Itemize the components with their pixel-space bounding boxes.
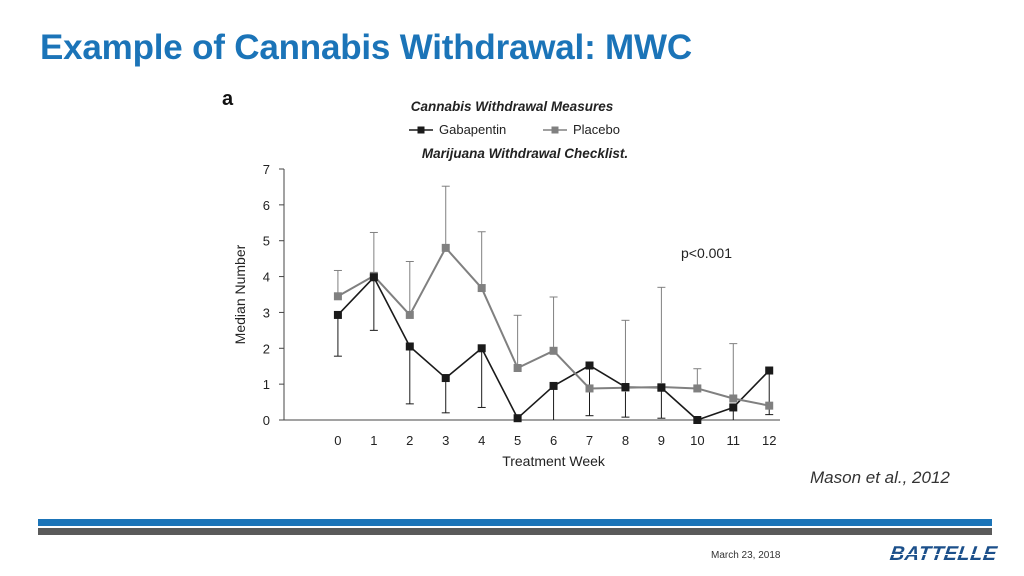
legend-gabapentin-marker [417,126,425,134]
gabapentin-point-week-2 [405,342,414,351]
gabapentin-point-week-9 [657,383,666,392]
battelle-logo: BATTELLE [888,543,999,565]
placebo-point-week-3 [441,243,450,252]
x-tick-label-0: 0 [334,433,341,448]
placebo-point-week-12 [765,401,774,410]
x-tick-label-4: 4 [478,433,485,448]
y-tick-label-7: 7 [263,162,270,177]
withdrawal-chart: Cannabis Withdrawal Measures Gabapentin … [232,99,780,469]
gabapentin-point-week-0 [333,310,342,319]
x-tick-label-5: 5 [514,433,521,448]
gabapentin-point-week-8 [621,383,630,392]
y-tick-label-5: 5 [263,234,270,249]
p-value-annotation: p<0.001 [681,245,732,261]
y-tick-label-4: 4 [263,270,270,285]
placebo-point-week-7 [585,384,594,393]
panel-letter: a [222,88,234,110]
x-tick-label-2: 2 [406,433,413,448]
y-axis-title: Median Number [232,244,248,344]
x-axis-title: Treatment Week [502,453,606,469]
gabapentin-point-week-4 [477,344,486,353]
citation: Mason et al., 2012 [810,468,950,487]
gabapentin-point-week-11 [729,403,738,412]
placebo-point-week-6 [549,346,558,355]
placebo-point-week-4 [477,284,486,293]
chart-title: Cannabis Withdrawal Measures [411,99,614,114]
gabapentin-point-week-7 [585,361,594,370]
placebo-point-week-10 [693,384,702,393]
placebo-point-week-2 [405,310,414,319]
error-bars [333,185,774,420]
gabapentin-point-week-5 [513,414,522,423]
data-markers [333,243,774,424]
legend: Gabapentin Placebo [409,122,620,137]
legend-placebo-marker [551,126,559,134]
gabapentin-point-week-10 [693,416,702,424]
x-tick-label-6: 6 [550,433,557,448]
y-tick-label-1: 1 [263,377,270,392]
x-tick-label-11: 11 [727,433,741,448]
x-tick-label-9: 9 [658,433,665,448]
x-tick-label-10: 10 [690,433,704,448]
x-tick-label-7: 7 [586,433,593,448]
placebo-point-week-0 [333,292,342,301]
legend-placebo-label: Placebo [573,122,620,137]
x-tick-label-8: 8 [622,433,629,448]
y-tick-label-0: 0 [263,413,270,428]
x-tick-label-1: 1 [370,433,377,448]
placebo-point-week-11 [729,394,738,403]
y-tick-label-2: 2 [263,341,270,356]
legend-gabapentin-label: Gabapentin [439,122,506,137]
footer-date: March 23, 2018 [711,550,781,561]
y-tick-label-6: 6 [263,198,270,213]
x-tick-label-3: 3 [442,433,449,448]
gabapentin-point-week-12 [765,366,774,375]
gabapentin-point-week-3 [441,374,450,383]
footer-bar-blue [38,519,992,526]
slide-title: Example of Cannabis Withdrawal: MWC [40,28,692,67]
x-tick-label-12: 12 [762,433,776,448]
y-tick-label-3: 3 [263,305,270,320]
chart-subtitle: Marijuana Withdrawal Checklist. [422,146,628,161]
chart-header: Cannabis Withdrawal Measures Gabapentin … [409,99,628,161]
placebo-point-week-5 [513,364,522,373]
gabapentin-point-week-1 [369,273,378,282]
footer-bar-gray [38,528,992,535]
gabapentin-point-week-6 [549,381,558,390]
